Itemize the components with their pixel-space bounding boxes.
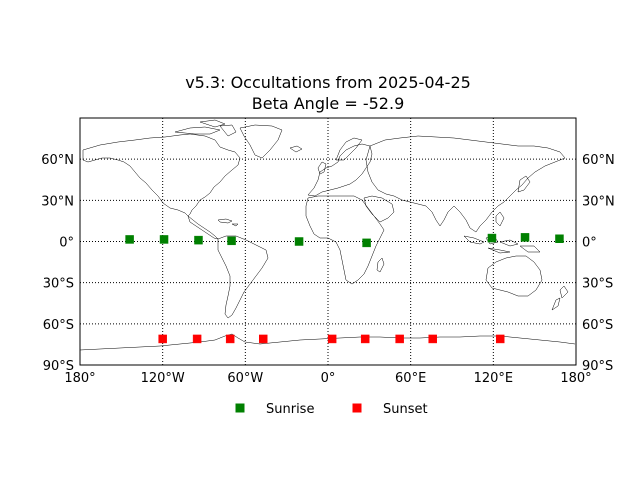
land-greenland xyxy=(239,124,283,159)
y-tick-label-left: 60°S xyxy=(43,318,74,333)
sunset-marker xyxy=(395,334,404,344)
tick-labels: 180° 120°W 60°W 0° 60°E 120°E 180° 60°N 60°N 30°N… xyxy=(41,153,615,386)
sunset-marker xyxy=(258,334,268,344)
sunrise-marker xyxy=(294,237,304,246)
y-tick-label-right: 0° xyxy=(582,236,597,251)
sunrise-marker xyxy=(520,233,530,242)
land-new-zealand xyxy=(551,285,569,311)
sunrise-marker xyxy=(362,238,371,248)
land-central-america xyxy=(187,215,219,240)
y-tick-label-right: 30°N xyxy=(582,194,615,209)
land-africa xyxy=(305,195,385,285)
sunset-marker xyxy=(225,334,235,344)
x-tick-label: 60°W xyxy=(227,371,263,386)
y-tick-label-right: 90°S xyxy=(582,359,613,374)
sunset-marker xyxy=(428,334,437,344)
sunrise-marker xyxy=(487,233,497,243)
x-tick-label: 180° xyxy=(64,371,95,386)
y-tick-label-right: 60°S xyxy=(582,318,613,333)
y-tick-label-right: 60°N xyxy=(582,153,615,168)
sunrise-marker xyxy=(227,236,236,246)
land-europe xyxy=(307,143,373,197)
legend-swatch-sunset xyxy=(352,403,362,413)
land-south-america xyxy=(217,235,269,319)
x-tick-label: 0° xyxy=(321,371,336,386)
sunset-marker xyxy=(495,334,505,344)
plot-frame xyxy=(79,117,577,366)
land-iceland xyxy=(289,145,303,153)
legend-label-sunrise: Sunrise xyxy=(266,402,314,417)
legend: Sunrise Sunset xyxy=(235,402,428,417)
land-scandinavia xyxy=(335,137,363,161)
x-tick-label: 180° xyxy=(560,371,591,386)
x-tick-label: 120°W xyxy=(141,371,185,386)
x-tick-label: 60°E xyxy=(395,371,426,386)
land-philippines xyxy=(495,211,505,227)
coastlines xyxy=(79,119,576,351)
land-north-america xyxy=(82,133,241,217)
sunrise-marker xyxy=(125,235,134,244)
sunrise-marker xyxy=(555,234,564,244)
y-tick-label-left: 0° xyxy=(59,236,74,251)
y-tick-label-right: 30°S xyxy=(582,277,613,292)
land-madagascar xyxy=(376,257,385,273)
land-antarctica xyxy=(79,333,576,351)
sunset-marker xyxy=(158,334,167,344)
legend-label-sunset: Sunset xyxy=(383,402,428,417)
chart-title: v5.3: Occultations from 2025-04-25 xyxy=(185,73,471,92)
land-caribbean xyxy=(217,218,239,227)
y-tick-label-left: 30°N xyxy=(41,194,74,209)
sunrise-marker xyxy=(194,235,203,245)
y-tick-label-left: 90°S xyxy=(43,359,74,374)
y-tick-label-left: 30°S xyxy=(43,277,74,292)
sunset-marker xyxy=(360,334,370,344)
sunrise-marker xyxy=(159,235,169,244)
land-arabia xyxy=(363,195,395,223)
x-tick-label: 120°E xyxy=(474,371,514,386)
chart-subtitle: Beta Angle = -52.9 xyxy=(251,94,405,113)
legend-swatch-sunrise xyxy=(235,403,245,413)
sunset-marker xyxy=(192,334,202,344)
y-tick-label-left: 60°N xyxy=(41,153,74,168)
data-markers xyxy=(125,233,564,344)
land-asia xyxy=(365,135,566,233)
land-arctic-islands xyxy=(174,119,237,137)
land-australia xyxy=(485,255,543,297)
land-japan xyxy=(517,175,531,193)
sunset-marker xyxy=(327,334,337,344)
land-uk xyxy=(317,161,327,175)
